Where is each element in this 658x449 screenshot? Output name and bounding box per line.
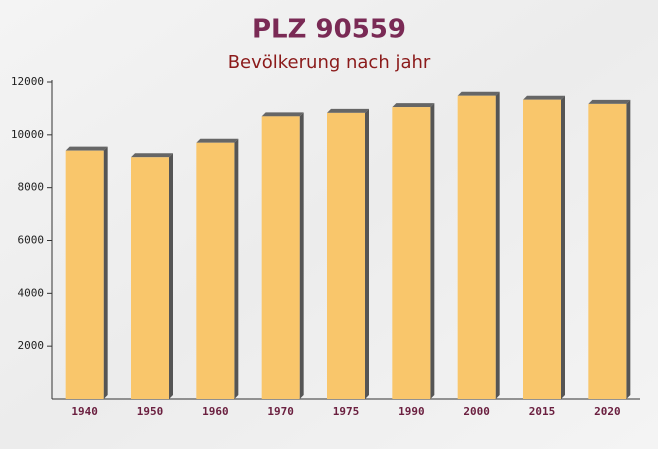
bar [327,112,365,399]
chart-title: PLZ 90559 [252,15,406,45]
x-tick-label: 1950 [137,405,164,418]
bar-shadow [299,112,304,399]
bar [261,116,300,399]
bar-top [523,95,565,100]
chart-subtitle: Bevölkerung nach jahr [228,52,431,73]
bar-shadow [234,138,239,399]
bar-top [261,112,304,117]
bar-top [196,138,239,143]
y-tick-label: 12000 [11,75,44,88]
x-tick-label: 1970 [267,405,294,418]
x-tick-label: 1960 [202,405,229,418]
y-tick-label: 2000 [18,339,45,352]
x-tick-label: 1975 [333,405,360,418]
bar-top [131,153,173,158]
y-tick-label: 8000 [18,181,45,194]
bar-shadow [169,153,173,399]
bar-top [392,103,435,108]
bar [588,103,627,399]
bar [392,107,431,400]
bar-shadow [495,91,500,399]
y-tick-label: 10000 [11,128,44,141]
bar-shadow [626,99,631,399]
bar-top [65,146,108,151]
bar-shadow [103,146,108,399]
bar [523,99,561,400]
x-tick-label: 2000 [463,405,490,418]
y-tick-label: 4000 [18,286,45,299]
bar-top [457,91,500,96]
bar [196,142,235,399]
bar-shadow [561,95,565,400]
x-tick-label: 1940 [71,405,98,418]
bar-shadow [365,108,369,399]
bar-top [588,99,631,104]
bar [131,157,169,399]
bar [457,95,496,399]
bar-shadow [430,103,435,400]
x-tick-label: 2020 [594,405,621,418]
y-tick-label: 6000 [18,234,45,247]
x-tick-label: 1990 [398,405,425,418]
x-tick-label: 2015 [529,405,556,418]
bar [65,150,104,399]
bar-top [327,108,369,113]
